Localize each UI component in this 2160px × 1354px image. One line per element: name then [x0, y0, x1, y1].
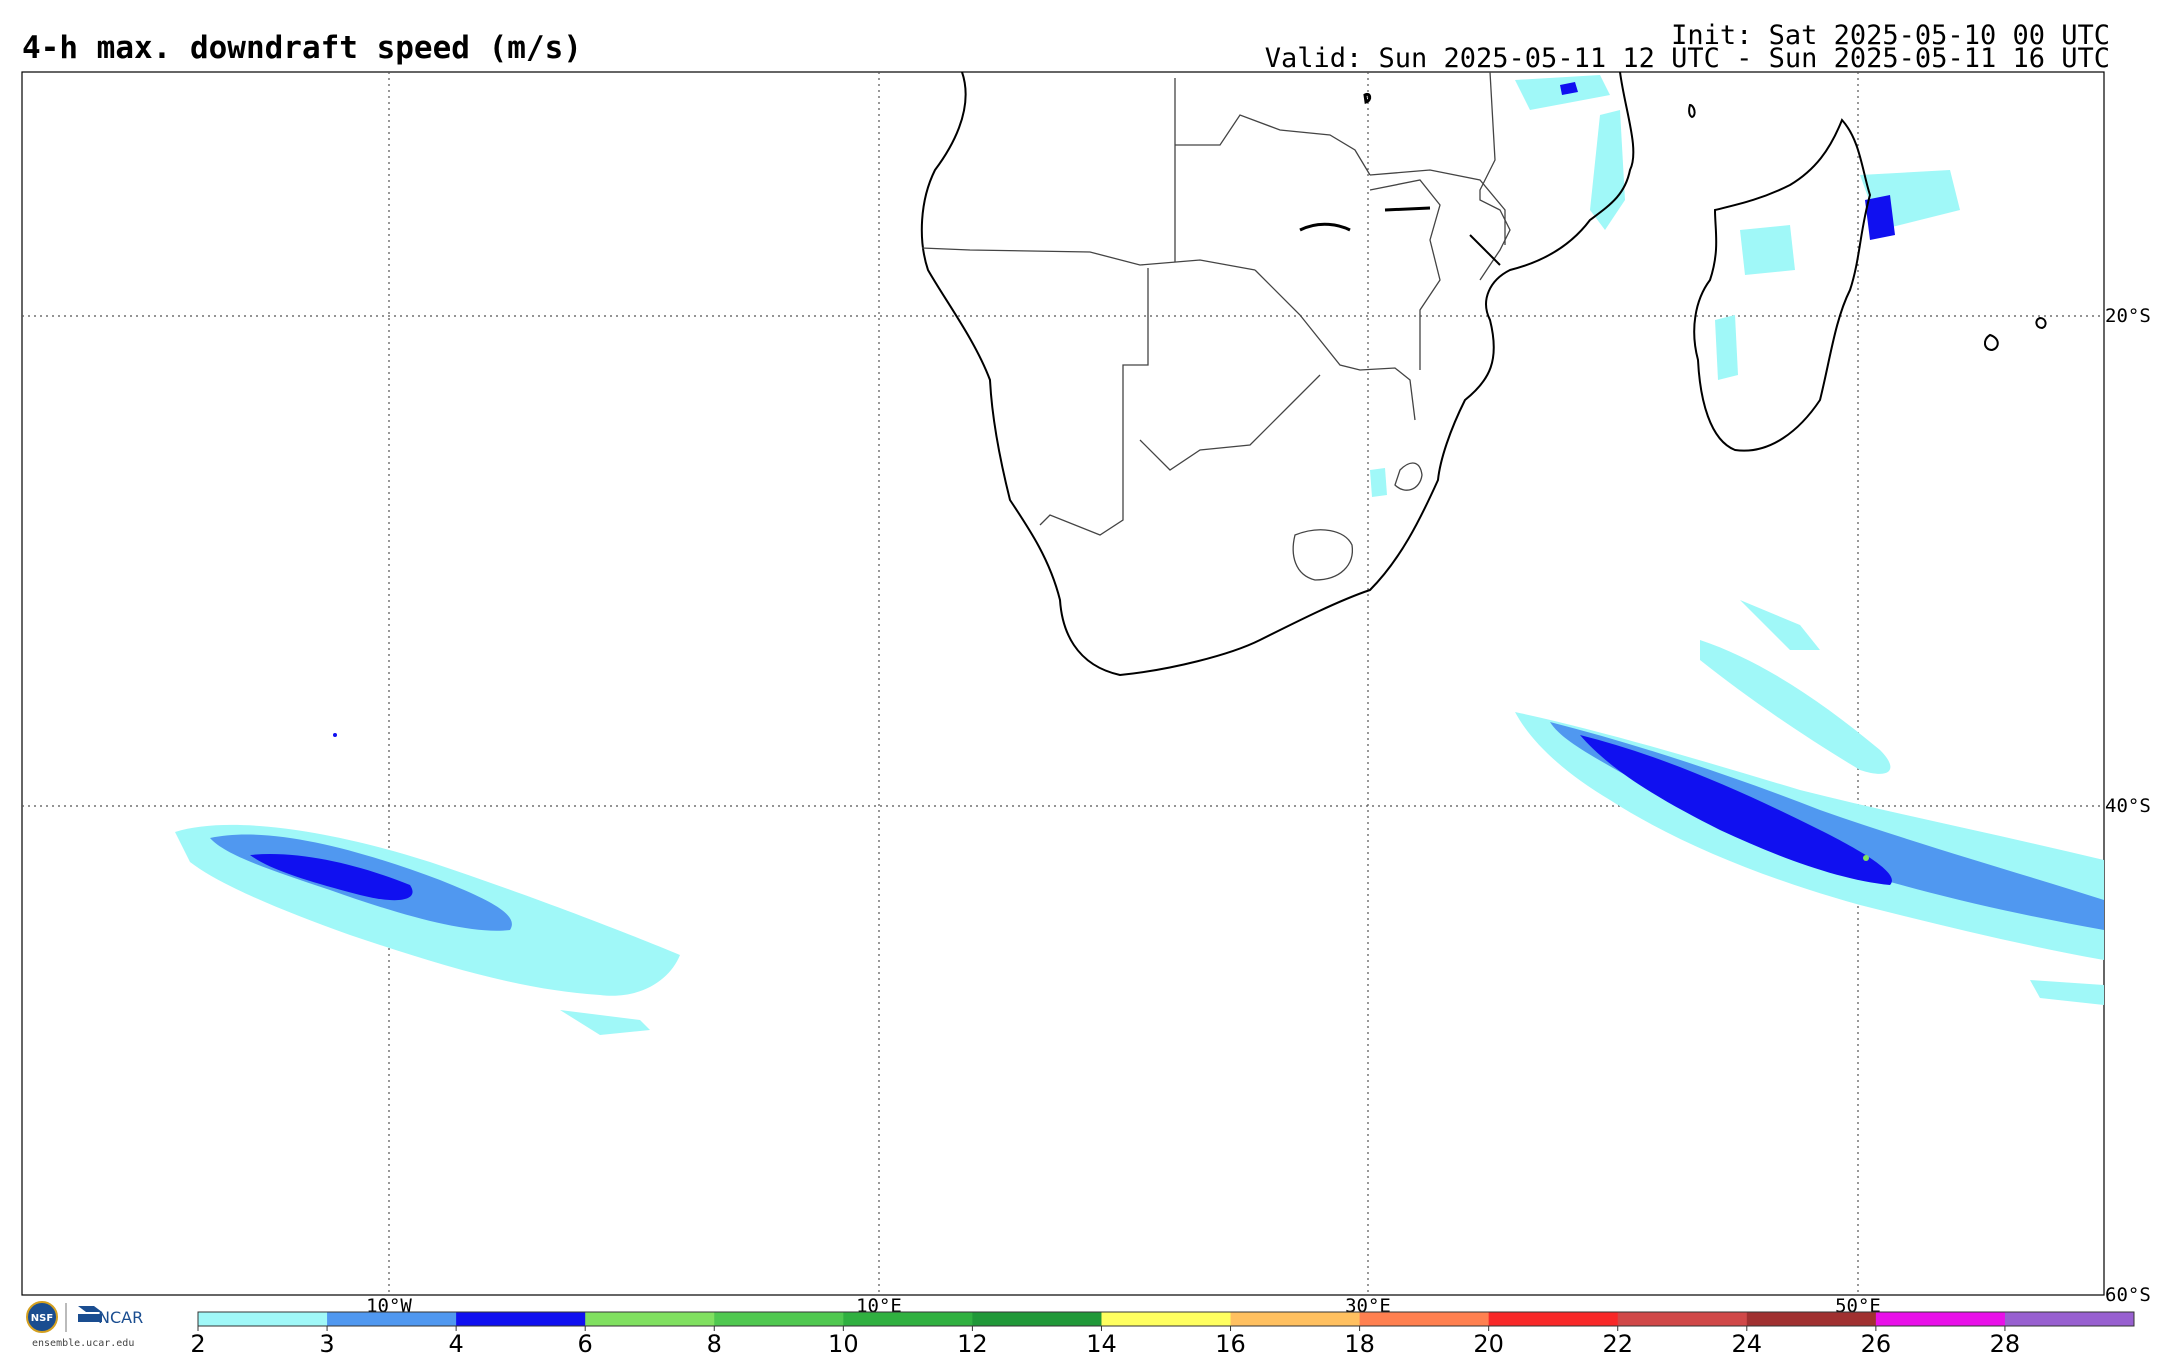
ncar-logo: NSF NCAR	[22, 1300, 162, 1340]
lake-kafue	[1384, 206, 1431, 212]
valid-time: Valid: Sun 2025-05-11 12 UTC - Sun 2025-…	[1264, 43, 2110, 74]
coastlines	[920, 71, 2047, 677]
logo-url: ensemble.ucar.edu	[32, 1338, 135, 1349]
lat-label-20s: 20°S	[2105, 305, 2151, 327]
colorbar-tick-label: 18	[1344, 1330, 1375, 1354]
colorbar-swatch	[714, 1312, 844, 1326]
lake-bangweulu	[1363, 92, 1372, 104]
nsf-seal-icon	[26, 1301, 58, 1333]
lat-label-40s: 40°S	[2105, 795, 2151, 817]
colorbar-tick-label: 26	[1861, 1330, 1892, 1354]
colorbar-tick-label: 8	[707, 1330, 722, 1354]
colorbar-swatch	[1101, 1312, 1232, 1326]
colorbar-swatch	[585, 1312, 715, 1326]
colorbar-swatch	[327, 1312, 457, 1326]
border-namibia-botswana	[1039, 268, 1149, 536]
colorbar-swatch	[1488, 1312, 1619, 1326]
mauritius-island	[2035, 316, 2047, 330]
madagascar-coastline	[1693, 118, 1872, 452]
colorbar-swatch	[972, 1312, 1102, 1326]
border-eswatini	[1394, 462, 1423, 491]
africa-coastline	[920, 71, 1635, 677]
colorbar-swatch	[1359, 1312, 1490, 1326]
colorbar-tick-label: 2	[190, 1330, 205, 1354]
borders	[921, 71, 1511, 581]
border-malawi	[1479, 71, 1511, 281]
border-botswana-zimbabwe	[1254, 269, 1416, 421]
downdraft-swath-west	[175, 824, 680, 1035]
colorbar-swatch	[1746, 1312, 1877, 1326]
colorbar: 2 3 4 6 8 10 12 14 16 18 20 22 24 26 28	[190, 1311, 2135, 1354]
init-time: Init: Sat 2025-05-10 00 UTC	[1671, 20, 2110, 51]
comoros-island	[1688, 103, 1696, 119]
colorbar-tick-label: 24	[1732, 1330, 1763, 1354]
lat-label-60s: 60°S	[2105, 1284, 2151, 1306]
border-zambia-drc	[1175, 114, 1371, 176]
colorbar-tick-label: 28	[1990, 1330, 2021, 1354]
colorbar-tick-label: 14	[1086, 1330, 1117, 1354]
colorbar-tick-label: 3	[319, 1330, 334, 1354]
colorbar-swatch	[1230, 1312, 1361, 1326]
colorbar-swatch	[198, 1312, 328, 1326]
colorbar-tick-label: 20	[1473, 1330, 1504, 1354]
nsf-seal-text: NSF	[31, 1313, 53, 1324]
border-lesotho	[1292, 529, 1353, 581]
map-title: 4-h max. downdraft speed (m/s)	[22, 30, 582, 66]
colorbar-swatch	[843, 1312, 973, 1326]
zambezi-mozambique	[1469, 234, 1501, 266]
colorbar-swatch	[1875, 1312, 2006, 1326]
border-angola-namibia	[921, 247, 1256, 271]
colorbar-frame	[197, 1311, 2135, 1327]
border-zambia-mozambique	[1369, 169, 1506, 245]
colorbar-swatch	[2004, 1312, 2135, 1326]
lake-kariba	[1299, 222, 1351, 232]
border-mozambique-zimbabwe	[1369, 179, 1441, 370]
colorbar-swatch	[1617, 1312, 1748, 1326]
reunion-island	[1984, 333, 1999, 352]
nsf-ncar-logo: NSF NCAR	[26, 1301, 143, 1333]
ncar-mark-icon	[78, 1306, 102, 1322]
colorbar-tick-label: 6	[578, 1330, 593, 1354]
downdraft-swath-east	[1515, 600, 2104, 1005]
colorbar-tick-label: 10	[828, 1330, 859, 1354]
colorbar-swatch	[456, 1312, 586, 1326]
colorbar-tick-label: 22	[1602, 1330, 1633, 1354]
downdraft-cells-north	[333, 75, 1960, 737]
ncar-text: NCAR	[98, 1308, 143, 1327]
colorbar-tick-label: 16	[1215, 1330, 1246, 1354]
border-botswana-southafrica	[1139, 374, 1321, 471]
colorbar-tick-label: 4	[448, 1330, 463, 1354]
map-frame	[21, 71, 2105, 1296]
colorbar-tick-label: 12	[957, 1330, 988, 1354]
